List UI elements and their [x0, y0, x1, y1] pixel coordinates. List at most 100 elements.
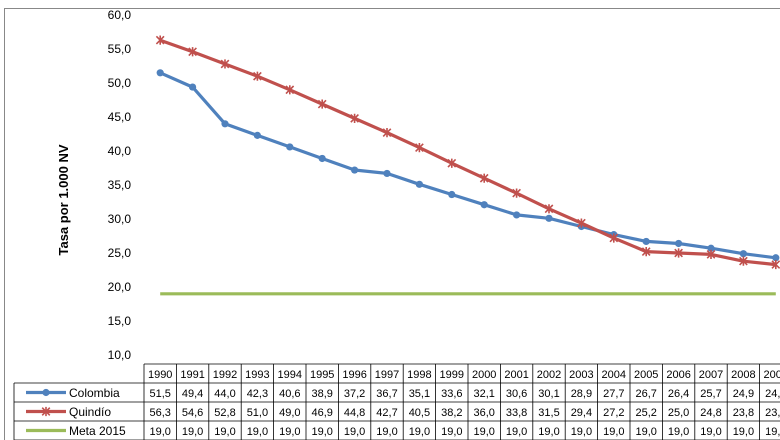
data-point [318, 154, 326, 163]
data-label: 42,7 [376, 407, 397, 419]
category-label: 2003 [569, 369, 593, 381]
category-label: 1998 [407, 369, 431, 381]
data-point [480, 201, 488, 209]
data-label: 27,2 [603, 407, 624, 419]
y-tick-label: 35,0 [108, 178, 132, 192]
data-label: 46,9 [311, 407, 332, 419]
data-label: 19,0 [441, 426, 462, 438]
y-tick-label: 10,0 [108, 348, 132, 362]
category-label: 1991 [180, 369, 204, 381]
data-label: 19,0 [733, 426, 754, 438]
category-label: 2008 [731, 369, 755, 381]
data-point [706, 249, 716, 259]
y-tick-label: 30,0 [108, 212, 132, 226]
data-point [350, 113, 359, 123]
data-label: 36,0 [473, 407, 494, 419]
data-label: 19,0 [344, 426, 365, 438]
data-point [642, 237, 650, 246]
data-label: 19,0 [603, 426, 624, 438]
legend-marker [41, 406, 51, 417]
data-label: 19,0 [149, 426, 170, 438]
data-label: 27,7 [603, 388, 624, 400]
data-point [156, 69, 164, 77]
data-label: 52,8 [214, 407, 235, 419]
data-label: 23,3 [765, 407, 780, 419]
data-label: 31,5 [538, 407, 559, 419]
legend-label: Colombia [69, 386, 120, 400]
category-label: 1990 [148, 369, 172, 381]
y-tick-label: 25,0 [108, 246, 132, 260]
y-tick-label: 40,0 [108, 144, 132, 158]
y-tick-label: 15,0 [108, 314, 132, 328]
data-label: 44,0 [214, 388, 235, 400]
data-label: 19,0 [506, 426, 527, 438]
data-label: 29,4 [571, 407, 592, 419]
data-point [544, 204, 554, 214]
data-label: 40,5 [409, 407, 430, 419]
data-label: 30,6 [506, 388, 527, 400]
legend-label: Quindío [69, 405, 111, 419]
data-point [188, 47, 197, 57]
data-point [317, 99, 327, 109]
data-label: 49,0 [279, 407, 300, 419]
data-label: 25,0 [668, 407, 689, 419]
category-label: 2002 [537, 369, 561, 381]
data-point [253, 71, 262, 81]
data-label: 19,0 [214, 426, 235, 438]
category-label: 2000 [472, 369, 496, 381]
data-label: 19,0 [765, 426, 780, 438]
data-point [739, 250, 748, 258]
series-line-1 [159, 71, 777, 260]
y-tick-label: 45,0 [108, 110, 132, 124]
data-label: 26,7 [635, 388, 656, 400]
y-tick-label: 60,0 [108, 8, 132, 22]
data-label: 36,7 [376, 388, 397, 400]
data-point [415, 143, 424, 153]
data-label: 19,0 [473, 426, 494, 438]
y-axis-label: Tasa por 1.000 NV [56, 144, 71, 255]
category-label: 1997 [375, 369, 399, 381]
data-point [155, 35, 165, 45]
y-tick-label: 20,0 [108, 280, 132, 294]
category-label: 1993 [245, 369, 269, 381]
data-point [189, 83, 197, 91]
category-label: 2005 [634, 369, 658, 381]
data-label: 51,0 [247, 407, 268, 419]
data-label: 30,1 [538, 388, 559, 400]
chart-frame [4, 8, 780, 440]
data-label: 44,8 [344, 407, 365, 419]
data-label: 19,0 [311, 426, 332, 438]
data-point [253, 131, 261, 139]
data-point [351, 166, 359, 174]
data-label: 38,9 [311, 388, 332, 400]
data-label: 33,8 [506, 407, 527, 419]
data-point [220, 59, 230, 69]
legend-label: Meta 2015 [69, 424, 126, 438]
data-label: 25,2 [635, 407, 656, 419]
data-label: 35,1 [409, 388, 430, 400]
data-label: 37,2 [344, 388, 365, 400]
data-label: 28,9 [571, 388, 592, 400]
data-label: 19,0 [409, 426, 430, 438]
data-label: 23,8 [733, 407, 754, 419]
data-point [641, 247, 651, 257]
data-point [221, 120, 229, 128]
data-point [674, 248, 683, 258]
data-table: 1990 1991 1992 1993 1994 1995 1996 1997 1998 1999… [13, 363, 780, 440]
data-point [286, 143, 294, 151]
data-label: 19,0 [376, 426, 397, 438]
data-point [771, 259, 780, 270]
category-label: 1992 [213, 369, 237, 381]
y-axis: 60,0 55,0 50,0 45,0 40,0 35,0 30,0 25,0 20,0 15,0… [108, 8, 132, 362]
data-label: 24,8 [700, 407, 721, 419]
data-point [772, 254, 780, 262]
data-label: 19,0 [668, 426, 689, 438]
category-label: 1999 [440, 369, 464, 381]
category-label: 1994 [278, 369, 302, 381]
data-label: 24,9 [733, 388, 754, 400]
category-label: 2001 [504, 369, 528, 381]
plot-area [155, 35, 780, 296]
legend-marker [42, 388, 50, 397]
category-label: 1995 [310, 369, 334, 381]
